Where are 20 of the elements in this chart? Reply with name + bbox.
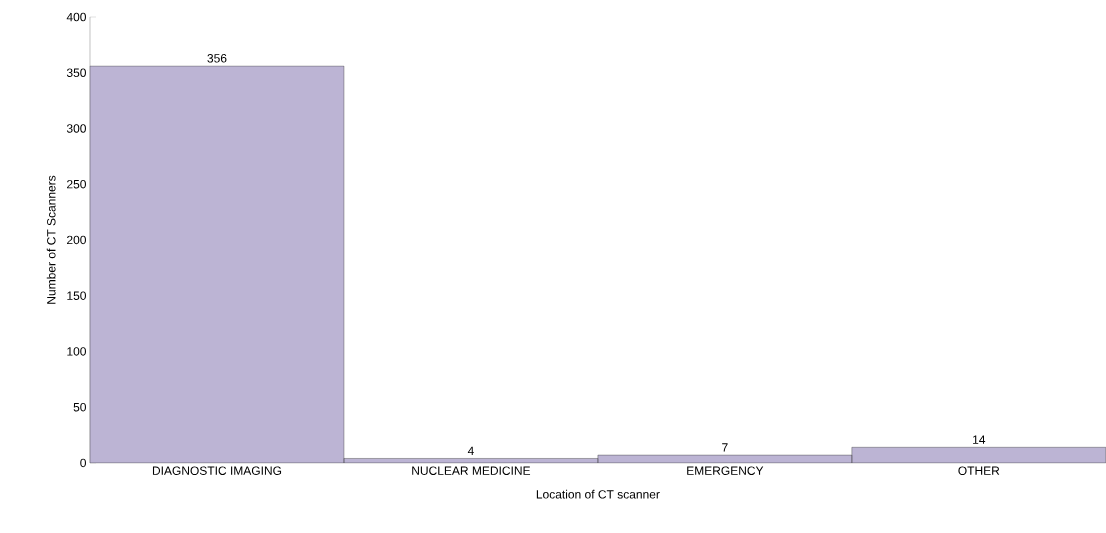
x-axis-title: Location of CT scanner: [536, 489, 660, 499]
y-tick-label: 100: [67, 347, 86, 356]
y-tick-label: 300: [66, 124, 86, 133]
y-tick-label: 0: [80, 458, 86, 468]
data-label: 4: [467, 446, 474, 455]
data-label: 356: [207, 54, 227, 63]
y-tick-label: 250: [67, 180, 86, 189]
x-tick-label: NUCLEAR MEDICINE: [412, 466, 531, 475]
x-tick-label: OTHER: [958, 466, 1000, 475]
y-tick-label: 200: [67, 235, 86, 245]
bar: [89, 66, 344, 463]
data-label: 7: [722, 443, 728, 452]
x-tick-label: DIAGNOSTIC IMAGING: [152, 466, 282, 475]
y-tick-label: 350: [66, 68, 86, 78]
y-tick-label: 50: [73, 402, 86, 412]
y-tick-label: 150: [67, 291, 86, 300]
y-axis-title: Number of CT Scanners: [46, 175, 56, 304]
x-tick-label: EMERGENCY: [687, 466, 764, 475]
data-label: 14: [973, 435, 986, 444]
y-tick-label: 400: [66, 12, 86, 22]
